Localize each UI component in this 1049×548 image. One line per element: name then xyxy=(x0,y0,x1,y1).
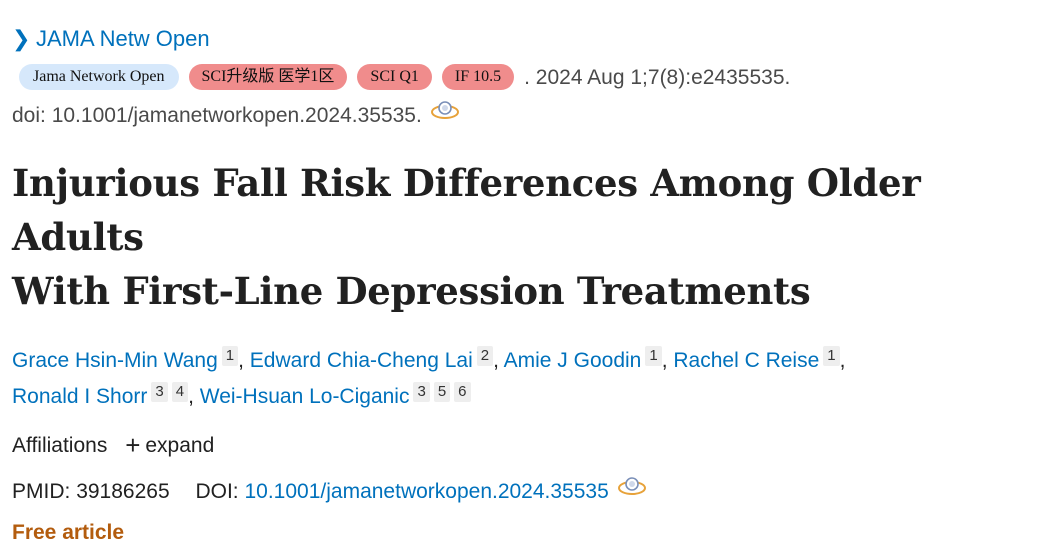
title-line-2: With First-Line Depression Treatments xyxy=(12,269,811,313)
affiliation-ref[interactable]: 3 xyxy=(151,382,168,402)
affiliation-ref[interactable]: 1 xyxy=(823,346,840,366)
journal-name-badge[interactable]: Jama Network Open xyxy=(19,64,179,90)
citation-row: Jama Network Open SCI升级版 医学1区 SCI Q1 IF 10.… xyxy=(12,60,1042,134)
scholar-plugin-icon[interactable] xyxy=(430,96,460,119)
journal-link[interactable]: JAMA Netw Open xyxy=(36,26,210,51)
expand-label: expand xyxy=(145,434,215,457)
affiliation-ref[interactable]: 6 xyxy=(454,382,471,402)
title-line-1: Injurious Fall Risk Differences Among Ol… xyxy=(12,161,921,259)
author-link[interactable]: Grace Hsin-Min Wang xyxy=(12,349,218,372)
author-link[interactable]: Amie J Goodin xyxy=(503,349,642,372)
affiliation-ref[interactable]: 5 xyxy=(433,382,451,402)
pmid-label: PMID: xyxy=(12,480,71,503)
identifiers-row: PMID: 39186265 DOI: 10.1001/jamanetworko… xyxy=(12,474,1042,508)
affiliations-label: Affiliations xyxy=(12,434,108,457)
sci-quartile-badge[interactable]: SCI Q1 xyxy=(357,64,432,90)
affiliation-ref[interactable]: 1 xyxy=(645,346,662,366)
pmid-value: 39186265 xyxy=(76,480,170,503)
author-link[interactable]: Rachel C Reise xyxy=(673,349,820,372)
chevron-right-icon[interactable]: ❯ xyxy=(12,26,31,51)
impact-factor-badge[interactable]: IF 10.5 xyxy=(441,64,515,90)
article-title: Injurious Fall Risk Differences Among Ol… xyxy=(12,156,1042,318)
expand-affiliations-button[interactable]: + expand xyxy=(125,430,215,460)
author-link[interactable]: Ronald I Shorr xyxy=(12,385,148,408)
affiliations-row: Affiliations + expand xyxy=(12,429,1042,462)
journal-row: ❯ JAMA Netw Open xyxy=(12,22,1042,56)
plus-icon: + xyxy=(125,430,141,460)
author-list: Grace Hsin-Min Wang 1, Edward Chia-Cheng … xyxy=(12,346,846,408)
author-link[interactable]: Wei-Hsuan Lo-Ciganic xyxy=(199,385,410,408)
affiliation-ref[interactable]: 2 xyxy=(476,346,494,366)
citation-date-volume: . 2024 Aug 1;7(8):e2435535. xyxy=(524,66,791,89)
citation-doi: doi: 10.1001/jamanetworkopen.2024.35535. xyxy=(12,104,422,127)
article-header: ❯ JAMA Netw Open Jama Network Open SCI升级版… xyxy=(12,22,1042,548)
doi-label: DOI: xyxy=(195,480,239,503)
doi-link[interactable]: 10.1001/jamanetworkopen.2024.35535 xyxy=(244,480,609,503)
affiliation-ref[interactable]: 3 xyxy=(413,382,430,402)
author-link[interactable]: Edward Chia-Cheng Lai xyxy=(249,349,473,372)
affiliation-ref[interactable]: 4 xyxy=(171,382,189,402)
sci-upgrade-badge[interactable]: SCI升级版 医学1区 xyxy=(188,64,348,90)
scholar-plugin-icon[interactable] xyxy=(617,474,647,495)
free-article-label: Free article xyxy=(12,521,125,544)
affiliation-ref[interactable]: 1 xyxy=(221,346,239,366)
